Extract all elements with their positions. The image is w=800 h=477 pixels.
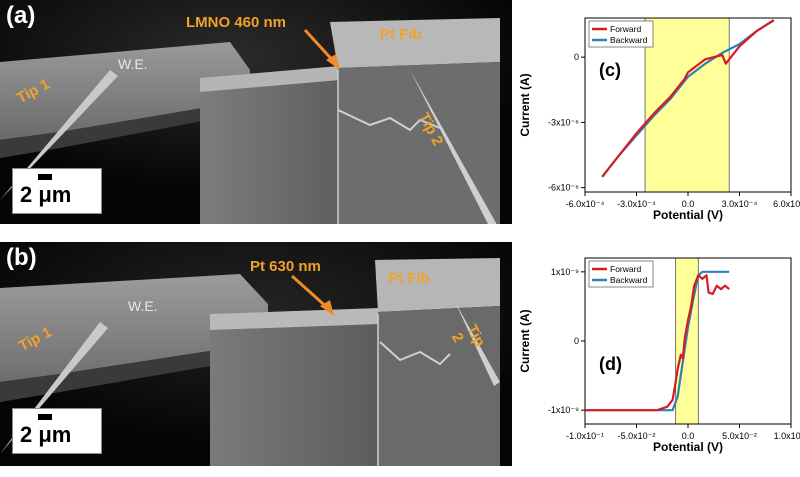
x-tick-label: -5.0x10⁻² bbox=[618, 431, 656, 441]
label-pt-fib-b: Pt Fib bbox=[388, 270, 430, 287]
chart-d: -1.0x10⁻¹ -5.0x10⁻² 0.0 5.0x10⁻² 1.0x10⁻¹ 1x1… bbox=[515, 240, 800, 472]
y-tick-label: 0 bbox=[574, 52, 579, 62]
chart-c: -6.0x10⁻⁴ -3.0x10⁻⁴ 0.0 3.0x10⁻⁴ 6.0x10⁻⁴ 0 -3… bbox=[515, 0, 800, 236]
x-tick-label: -6.0x10⁻⁴ bbox=[566, 199, 605, 209]
scale-text-a: 2 μm bbox=[20, 182, 72, 207]
label-lmno: LMNO 460 nm bbox=[186, 14, 287, 31]
chart-d-svg: -1.0x10⁻¹ -5.0x10⁻² 0.0 5.0x10⁻² 1.0x10⁻¹ 1x1… bbox=[518, 257, 800, 454]
label-we-a: W.E. bbox=[118, 56, 148, 72]
sem-scene-a bbox=[0, 0, 512, 224]
scale-box-b bbox=[12, 408, 102, 454]
label-pt: Pt 630 nm bbox=[250, 258, 321, 275]
y-tick-label: 0 bbox=[574, 336, 579, 346]
panel-letter-b: (b) bbox=[6, 244, 37, 271]
sem-image-b: (b) Pt 630 nm Pt Fib W.E. Tip 1 Tip 2 2 … bbox=[0, 242, 512, 466]
y-tick-label: -1x10⁻⁹ bbox=[548, 405, 579, 415]
y-axis-label: Current (A) bbox=[518, 73, 532, 136]
y-tick-label: 1x10⁻⁹ bbox=[551, 267, 579, 277]
x-tick-label: 5.0x10⁻² bbox=[722, 431, 757, 441]
scale-text-b: 2 μm bbox=[20, 422, 72, 447]
scale-bar-b bbox=[38, 414, 52, 420]
y-tick-label: -3x10⁻⁶ bbox=[548, 117, 579, 127]
x-tick-label: 0.0 bbox=[682, 431, 695, 441]
x-tick-label: 3.0x10⁻⁴ bbox=[722, 199, 758, 209]
label-pt-fib-a: Pt Fib bbox=[380, 26, 422, 43]
y-tick-label: -6x10⁻⁶ bbox=[548, 183, 579, 193]
scale-box-a bbox=[12, 168, 102, 214]
x-tick-label: -3.0x10⁻⁴ bbox=[617, 199, 656, 209]
x-axis-label: Potential (V) bbox=[653, 208, 723, 222]
highlight-window bbox=[644, 17, 730, 193]
legend-box bbox=[588, 20, 654, 48]
chart-c-svg: -6.0x10⁻⁴ -3.0x10⁻⁴ 0.0 3.0x10⁻⁴ 6.0x10⁻⁴ 0 -3… bbox=[518, 17, 800, 222]
x-tick-label: 6.0x10⁻⁴ bbox=[773, 199, 800, 209]
x-tick-label: 0.0 bbox=[682, 199, 695, 209]
series-line-forward bbox=[601, 19, 775, 178]
sem-image-a: (a) LMNO 460 nm Pt Fib W.E. Tip 1 Tip 2 … bbox=[0, 0, 512, 224]
legend-label-backward: Backward bbox=[610, 35, 648, 45]
x-tick-label: -1.0x10⁻¹ bbox=[566, 431, 604, 441]
scale-bar-a bbox=[38, 174, 52, 180]
panel-letter-c: (c) bbox=[599, 60, 621, 80]
x-tick-label: 1.0x10⁻¹ bbox=[774, 431, 800, 441]
legend-box bbox=[588, 260, 654, 288]
panel-letter-a: (a) bbox=[6, 2, 36, 29]
panel-letter-d: (d) bbox=[599, 354, 622, 374]
legend-label-forward: Forward bbox=[610, 24, 641, 34]
legend-label-backward: Backward bbox=[610, 275, 648, 285]
y-axis-label: Current (A) bbox=[518, 309, 532, 372]
label-we-b: W.E. bbox=[128, 298, 158, 314]
legend-label-forward: Forward bbox=[610, 264, 641, 274]
x-axis-label: Potential (V) bbox=[653, 440, 723, 454]
series-line-forward bbox=[585, 274, 730, 412]
